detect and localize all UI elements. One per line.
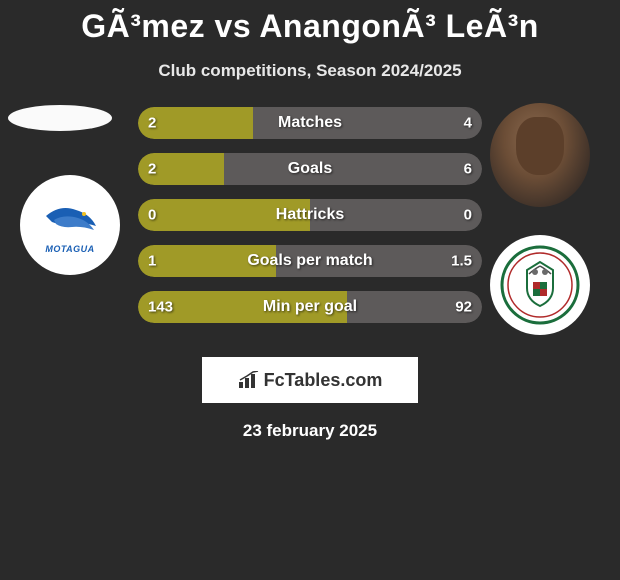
stat-value-left: 1	[148, 253, 156, 270]
stat-value-right: 6	[464, 161, 472, 178]
bars-icon	[238, 371, 260, 389]
bar-right-segment	[224, 153, 482, 185]
stat-value-right: 4	[464, 115, 472, 132]
footer-branding: FcTables.com	[202, 357, 418, 403]
stat-row: 1 1.5 Goals per match	[138, 245, 482, 277]
stat-value-right: 92	[455, 299, 472, 316]
stat-label: Min per goal	[263, 298, 357, 316]
stat-bars: 2 4 Matches 2 6 Goals 0 0 Hattricks 1 1.5 Goals per…	[138, 107, 482, 337]
stat-value-left: 2	[148, 161, 156, 178]
shield-icon	[499, 244, 581, 326]
stat-label: Goals	[288, 160, 332, 178]
player-right-avatar	[490, 103, 590, 207]
stat-row: 2 6 Goals	[138, 153, 482, 185]
footer-text: FcTables.com	[264, 370, 383, 391]
player-left-avatar	[8, 105, 112, 131]
stat-value-left: 143	[148, 299, 173, 316]
stat-value-left: 2	[148, 115, 156, 132]
fctables-logo: FcTables.com	[238, 370, 383, 391]
stat-value-right: 0	[464, 207, 472, 224]
stat-label: Matches	[278, 114, 342, 132]
page-subtitle: Club competitions, Season 2024/2025	[0, 49, 620, 105]
face-shape	[516, 117, 564, 175]
team-right-crest	[490, 235, 590, 335]
stat-label: Hattricks	[276, 206, 344, 224]
stat-label: Goals per match	[247, 252, 372, 270]
date-label: 23 february 2025	[0, 403, 620, 459]
stat-value-right: 1.5	[451, 253, 472, 270]
comparison-infographic: GÃ³mez vs AnangonÃ³ LeÃ³n Club competiti…	[0, 0, 620, 459]
stat-row: 143 92 Min per goal	[138, 291, 482, 323]
stat-row: 0 0 Hattricks	[138, 199, 482, 231]
crest-motagua: MOTAGUA	[35, 185, 105, 265]
eagle-icon	[38, 196, 102, 244]
crest-text: MOTAGUA	[45, 244, 94, 254]
content-area: MOTAGUA 2 4 Matches 2 6 Goals 0 0 Hattricks 1 1.5 G…	[0, 105, 620, 345]
team-left-crest: MOTAGUA	[20, 175, 120, 275]
stat-row: 2 4 Matches	[138, 107, 482, 139]
page-title: GÃ³mez vs AnangonÃ³ LeÃ³n	[0, 0, 620, 49]
stat-value-left: 0	[148, 207, 156, 224]
